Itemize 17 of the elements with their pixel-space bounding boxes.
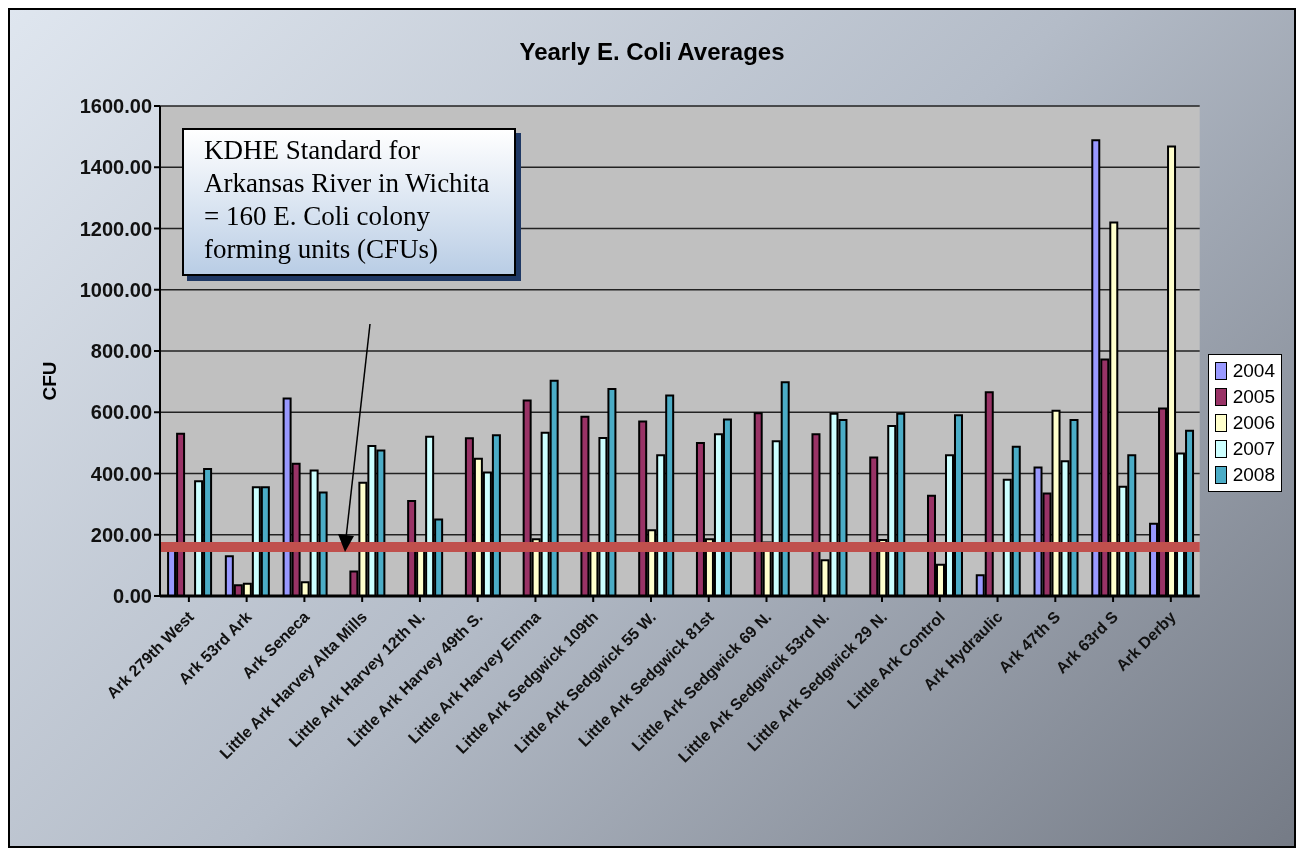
chart-title: Yearly E. Coli Averages [518,38,786,66]
y-tick-label: 1200.00 [79,217,152,240]
y-tick-label: 1400.00 [79,156,152,179]
y-tick-label: 1000.00 [79,278,152,301]
legend-label: 2006 [1232,411,1275,435]
y-tick-label: 400.00 [90,462,152,485]
annotation: KDHE Standard for Arkansas River in Wichita = 160 E. Coli colony forming units (CFUs) [182,128,516,276]
legend-label: 2008 [1232,463,1275,487]
y-tick-label: 600.00 [90,401,152,424]
legend-label: 2004 [1232,359,1275,383]
legend-label: 2005 [1232,385,1275,409]
legend-label: 2007 [1232,437,1275,461]
y-tick-label: 800.00 [90,340,152,363]
y-axis-title: CFU [38,361,61,401]
y-tick-label: 1600.00 [79,95,152,118]
y-tick-label: 0.00 [113,585,152,608]
y-tick-label: 200.00 [90,523,152,546]
